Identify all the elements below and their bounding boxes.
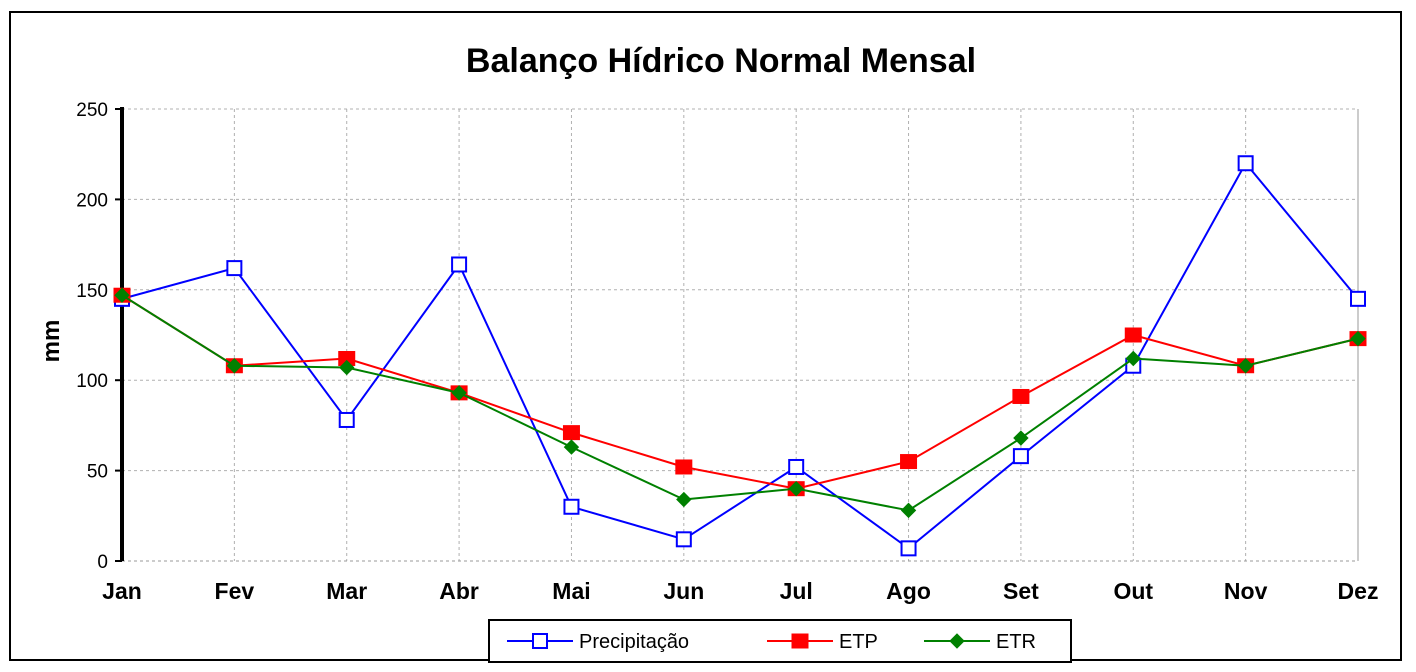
data-point-precipitacao — [1350, 290, 1366, 307]
series-line-etr — [121, 294, 1359, 512]
x-tick-label: Mai — [552, 578, 590, 604]
x-tick-label: Jun — [663, 578, 704, 604]
data-point-precipitacao — [563, 498, 580, 515]
data-point-etp — [900, 454, 918, 470]
chart-title: Balanço Hídrico Normal Mensal — [466, 42, 976, 80]
legend-label-etp: ETP — [839, 631, 878, 653]
data-point-etr — [114, 287, 130, 303]
grid-layer — [122, 108, 1359, 561]
data-point-etr — [339, 359, 355, 376]
series-etp — [113, 287, 1367, 497]
x-tick-label: Ago — [886, 578, 931, 604]
data-point-precipitacao — [226, 260, 243, 277]
series-etr — [114, 287, 1366, 519]
data-point-precipitacao — [788, 458, 805, 475]
legend-marker-etp — [791, 633, 809, 649]
axis-layer: 0 50 100 150 200 250 Jan Fev Mar Abr Mai Jun Jul Ago S… — [76, 100, 1378, 604]
y-tick-label: 250 — [76, 100, 108, 121]
legend-marker-etr — [949, 633, 965, 649]
data-point-etr — [226, 358, 243, 374]
series-line-precipitacao — [121, 161, 1359, 550]
data-point-etr — [1125, 350, 1141, 367]
data-point-etr — [676, 491, 692, 508]
data-point-etp — [1012, 388, 1030, 404]
data-point-precipitacao — [1012, 448, 1029, 465]
x-tick-label: Nov — [1224, 578, 1268, 604]
x-tick-label: Dez — [1338, 578, 1379, 604]
data-point-etr — [451, 385, 467, 401]
data-point-precipitacao — [900, 540, 917, 557]
data-point-etr — [900, 502, 917, 519]
x-tick-label: Jul — [780, 578, 813, 604]
x-tick-label: Abr — [439, 578, 479, 604]
x-tick-label: Jan — [102, 578, 142, 604]
y-tick-label: 0 — [97, 552, 108, 573]
legend: Precipitação ETP ETR — [488, 619, 1072, 663]
series-line-etp — [121, 294, 1359, 490]
data-point-etr — [1350, 330, 1366, 347]
legend-marker-precipitacao — [532, 633, 548, 649]
data-point-etr — [563, 439, 580, 455]
data-point-precipitacao — [675, 531, 692, 548]
x-tick-label: Fev — [215, 578, 255, 604]
y-tick-label: 150 — [76, 281, 108, 302]
data-point-etr — [1237, 358, 1254, 374]
data-point-precipitacao — [1237, 155, 1254, 172]
chart-canvas: Balanço Hídrico Normal Mensal mm 0 50 100 1… — [38, 42, 1378, 663]
y-tick-label: 100 — [76, 371, 108, 392]
data-point-precipitacao — [338, 411, 355, 428]
data-point-precipitacao — [451, 256, 468, 273]
series-layer — [113, 155, 1367, 557]
series-precipitacao — [114, 155, 1366, 557]
y-tick-label: 50 — [87, 462, 108, 483]
x-tick-label: Mar — [326, 578, 367, 604]
legend-label-etr: ETR — [996, 631, 1036, 653]
x-tick-label: Out — [1113, 578, 1153, 604]
data-point-etr — [788, 480, 804, 497]
data-point-etp — [1124, 327, 1142, 343]
x-tick-label: Set — [1003, 578, 1039, 604]
data-point-etr — [1013, 430, 1029, 446]
data-point-etp — [675, 459, 693, 475]
y-tick-label: 200 — [76, 190, 108, 211]
chart-frame: Balanço Hídrico Normal Mensal mm 0 50 100 1… — [9, 11, 1402, 663]
legend-label-precipitacao: Precipitação — [579, 631, 689, 653]
y-axis-label: mm — [38, 320, 65, 363]
data-point-etp — [562, 425, 580, 441]
